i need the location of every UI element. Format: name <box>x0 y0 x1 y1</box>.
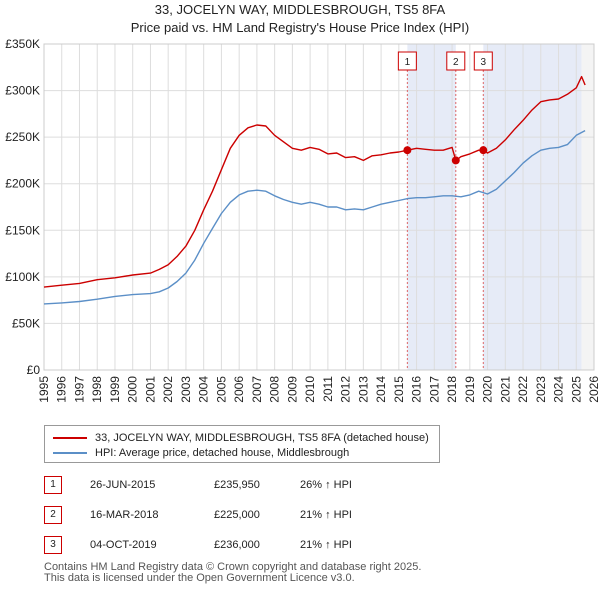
x-tick-label: 2025 <box>569 376 583 403</box>
x-tick-label: 2006 <box>232 376 246 403</box>
transaction-markers: 1 2 3 <box>397 51 493 71</box>
x-tick-label: 2003 <box>179 376 193 403</box>
x-tick-label: 2011 <box>321 376 335 402</box>
x-tick-label: 2017 <box>427 376 441 403</box>
transaction-marker-label: 1 <box>405 57 411 68</box>
transaction-marker-label: 3 <box>481 57 487 68</box>
transaction-point <box>451 156 460 165</box>
y-tick-label: £150K <box>5 223 40 237</box>
x-tick-label: 2007 <box>250 376 264 403</box>
x-tick-label: 2023 <box>534 376 548 403</box>
x-tick-label: 2022 <box>516 376 530 403</box>
legend-item-hpi: HPI: Average price, detached house, Midd… <box>53 447 349 459</box>
x-tick-label: 2014 <box>374 376 388 403</box>
property-price-line <box>43 75 586 288</box>
table-row: 2 16-MAR-2018 £225,000 21% ↑ HPI <box>44 504 444 526</box>
x-tick-label: 2009 <box>285 376 299 403</box>
y-tick-label: £350K <box>5 37 40 51</box>
transaction-point <box>403 146 412 155</box>
transaction-marker-box <box>446 51 466 71</box>
chart-title: 33, JOCELYN WAY, MIDDLESBROUGH, TS5 8FA <box>155 2 446 17</box>
shaded-region-1 <box>407 44 456 370</box>
x-tick-label: 2001 <box>143 376 157 403</box>
y-tick-label: £300K <box>5 84 40 98</box>
legend-label-property: 33, JOCELYN WAY, MIDDLESBROUGH, TS5 8FA … <box>95 432 429 444</box>
legend-swatch-hpi <box>53 452 87 455</box>
x-tick-label: 2026 <box>587 376 600 403</box>
y-tick-label: £0 <box>27 363 41 377</box>
x-tick-label: 2024 <box>552 376 566 403</box>
sale-date: 26-JUN-2015 <box>90 479 156 491</box>
shaded-region-2 <box>483 44 582 370</box>
x-tick-label: 2015 <box>392 376 406 403</box>
hpi-line <box>43 129 586 305</box>
sale-price: £235,950 <box>214 479 260 491</box>
x-tick-label: 2005 <box>214 376 228 403</box>
x-tick-label: 2021 <box>498 376 512 403</box>
x-tick-label: 2019 <box>463 376 477 403</box>
transaction-marker-label: 2 <box>453 57 459 68</box>
legend-item-property: 33, JOCELYN WAY, MIDDLESBROUGH, TS5 8FA … <box>53 432 429 444</box>
x-axis-ticks: 1995 1996 1997 1998 1999 2000 2001 2002 2003 2004… <box>37 376 600 403</box>
plot-border <box>43 43 595 371</box>
x-tick-label: 2004 <box>197 376 211 403</box>
x-tick-label: 1998 <box>90 376 104 403</box>
footer: Contains HM Land Registry data © Crown c… <box>44 562 421 584</box>
chart-subtitle: Price paid vs. HM Land Registry's House … <box>131 20 469 35</box>
x-tick-label: 2013 <box>356 376 370 403</box>
sale-marker: 1 <box>44 476 62 494</box>
transaction-point <box>479 146 488 155</box>
shaded-regions <box>44 44 594 370</box>
legend-label-hpi: HPI: Average price, detached house, Midd… <box>95 447 350 459</box>
x-tick-label: 2010 <box>303 376 317 403</box>
x-tick-label: 2002 <box>161 376 175 403</box>
sale-hpi: 21% ↑ HPI <box>300 539 352 551</box>
grid <box>43 43 595 371</box>
price-chart: 33, JOCELYN WAY, MIDDLESBROUGH, TS5 8FA … <box>5 2 600 403</box>
sale-marker: 2 <box>44 506 62 524</box>
series-lines <box>43 75 586 305</box>
transaction-marker-box <box>473 51 493 71</box>
legend: 33, JOCELYN WAY, MIDDLESBROUGH, TS5 8FA … <box>44 425 440 463</box>
x-tick-label: 2018 <box>445 376 459 403</box>
y-axis-ticks: £0 £50K £100K £150K £200K £250K £300K £350K <box>5 37 40 377</box>
sale-price: £225,000 <box>214 509 260 521</box>
x-tick-label: 2020 <box>481 376 495 403</box>
x-tick-label: 2016 <box>410 376 424 403</box>
table-row: 1 26-JUN-2015 £235,950 26% ↑ HPI <box>44 474 444 496</box>
x-tick-label: 1999 <box>108 376 122 403</box>
future-region <box>581 44 594 370</box>
transaction-points <box>403 146 488 165</box>
x-tick-label: 1997 <box>72 376 86 403</box>
sale-hpi: 21% ↑ HPI <box>300 509 352 521</box>
sale-price: £236,000 <box>214 539 260 551</box>
transaction-lines <box>406 70 484 370</box>
table-row: 3 04-OCT-2019 £236,000 21% ↑ HPI <box>44 534 444 556</box>
sale-date: 16-MAR-2018 <box>90 509 159 521</box>
x-tick-label: 2000 <box>126 376 140 403</box>
x-tick-label: 2008 <box>268 376 282 403</box>
x-tick-label: 1996 <box>55 376 69 403</box>
y-tick-label: £100K <box>5 270 40 284</box>
footer-copyright: Contains HM Land Registry data © Crown c… <box>44 561 422 573</box>
y-tick-label: £250K <box>5 130 40 144</box>
sale-marker: 3 <box>44 536 62 554</box>
sale-date: 04-OCT-2019 <box>90 539 157 551</box>
y-tick-label: £50K <box>12 316 40 330</box>
legend-swatch-property <box>53 437 87 440</box>
sale-hpi: 26% ↑ HPI <box>300 479 352 491</box>
transaction-marker-box <box>397 51 417 71</box>
x-tick-label: 2012 <box>339 376 353 403</box>
footer-licence: This data is licensed under the Open Gov… <box>44 572 355 584</box>
x-tick-label: 1995 <box>37 376 51 403</box>
y-tick-label: £200K <box>5 177 40 191</box>
